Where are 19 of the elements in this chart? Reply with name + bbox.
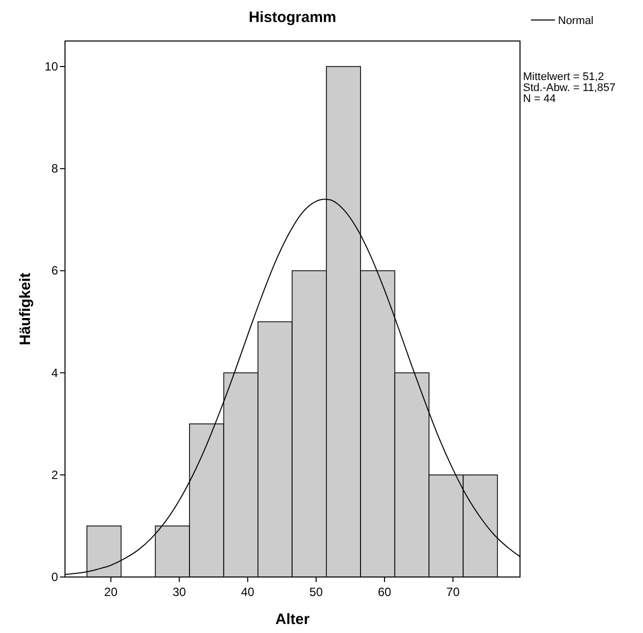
legend-label: Normal bbox=[558, 15, 594, 27]
y-tick-label: 0 bbox=[51, 570, 58, 584]
y-axis-title: Häufigkeit bbox=[17, 272, 34, 346]
x-tick-label: 60 bbox=[378, 585, 392, 599]
text: N = 44 bbox=[523, 93, 556, 105]
x-axis-title: Alter bbox=[275, 611, 310, 628]
x-tick-label: 40 bbox=[241, 585, 255, 599]
chart-title: Histogramm bbox=[248, 9, 336, 26]
text: Mittelwert = 51,2 bbox=[523, 71, 604, 83]
x-tick-label: 30 bbox=[172, 585, 186, 599]
y-tick-label: 2 bbox=[51, 468, 58, 482]
x-tick-label: 20 bbox=[104, 585, 118, 599]
text: Std.-Abw. = 11,857 bbox=[523, 82, 616, 94]
y-tick-label: 8 bbox=[51, 162, 58, 176]
x-tick-label: 50 bbox=[309, 585, 324, 599]
y-tick-label: 6 bbox=[51, 264, 58, 278]
x-tick-label: 70 bbox=[446, 585, 460, 599]
y-tick-label: 10 bbox=[44, 60, 58, 74]
y-tick-label: 4 bbox=[51, 366, 58, 380]
